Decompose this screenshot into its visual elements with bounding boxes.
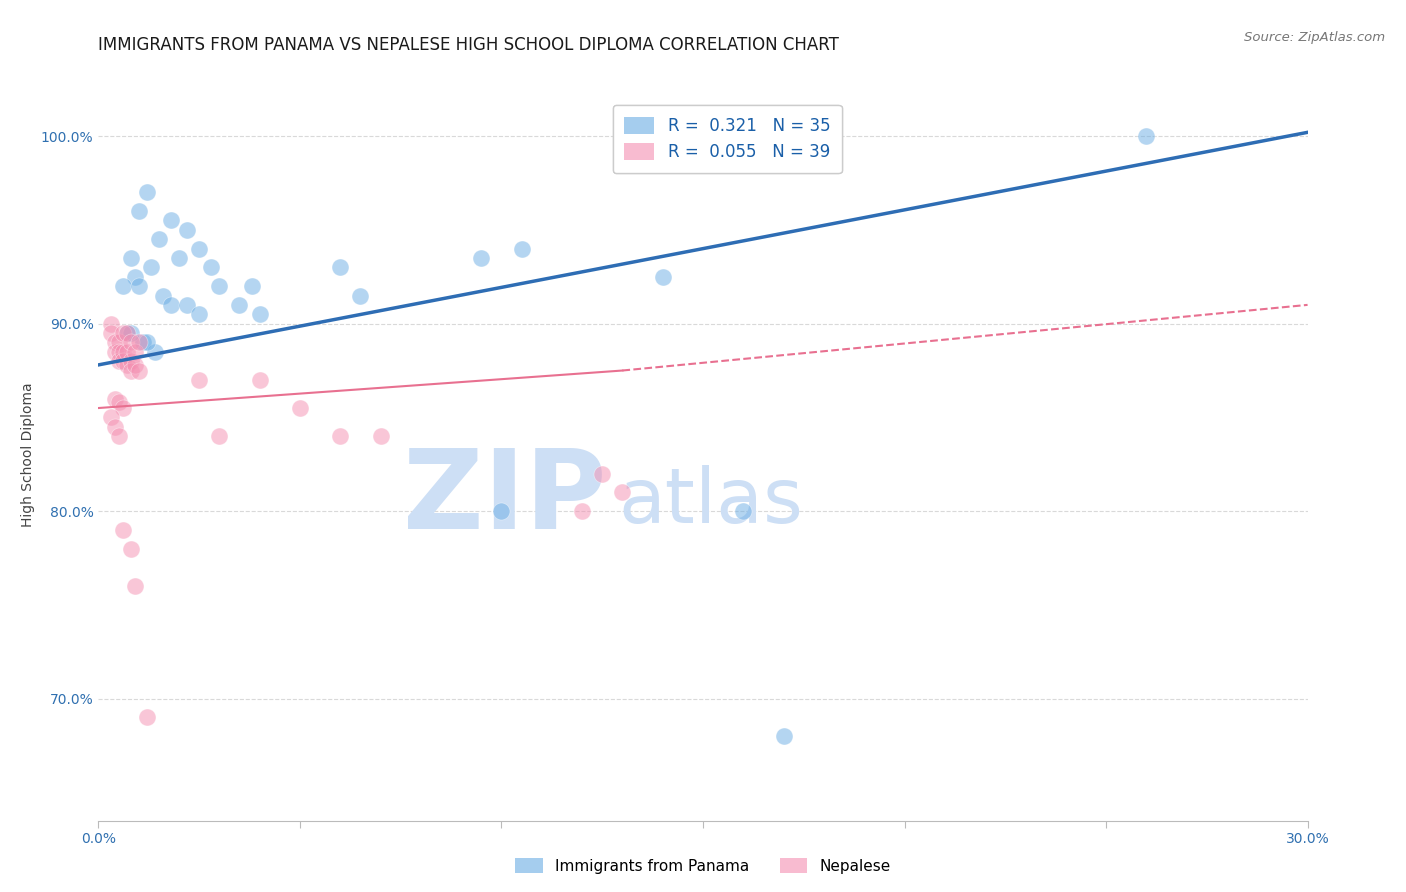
Point <box>370 429 392 443</box>
Point <box>115 344 138 359</box>
Point <box>510 242 533 256</box>
Point <box>111 279 134 293</box>
Point <box>120 363 142 377</box>
Point <box>135 710 157 724</box>
Point <box>143 344 166 359</box>
Point <box>733 504 755 518</box>
Point <box>135 186 157 200</box>
Text: IMMIGRANTS FROM PANAMA VS NEPALESE HIGH SCHOOL DIPLOMA CORRELATION CHART: IMMIGRANTS FROM PANAMA VS NEPALESE HIGH … <box>98 36 839 54</box>
Point <box>139 260 162 275</box>
Point <box>120 335 142 350</box>
Point <box>288 401 311 415</box>
Legend: R =  0.321   N = 35, R =  0.055   N = 39: R = 0.321 N = 35, R = 0.055 N = 39 <box>613 105 842 173</box>
Point <box>111 326 134 340</box>
Point <box>160 213 183 227</box>
Point <box>176 223 198 237</box>
Point <box>208 279 231 293</box>
Point <box>571 504 593 518</box>
Point <box>107 354 129 368</box>
Point <box>188 373 211 387</box>
Point <box>329 429 352 443</box>
Point <box>470 251 492 265</box>
Point <box>115 326 138 340</box>
Text: ZIP: ZIP <box>404 445 606 552</box>
Point <box>103 419 125 434</box>
Point <box>120 326 142 340</box>
Point <box>103 392 125 406</box>
Point <box>160 298 183 312</box>
Point <box>208 429 231 443</box>
Point <box>651 269 673 284</box>
Point <box>128 279 150 293</box>
Point <box>100 410 122 425</box>
Point <box>128 335 150 350</box>
Point <box>188 242 211 256</box>
Point <box>115 358 138 372</box>
Point <box>124 358 146 372</box>
Point <box>148 232 170 246</box>
Point <box>491 504 513 518</box>
Point <box>176 298 198 312</box>
Point <box>107 335 129 350</box>
Point <box>120 354 142 368</box>
Point <box>152 288 174 302</box>
Point <box>107 395 129 409</box>
Point <box>111 344 134 359</box>
Point <box>107 429 129 443</box>
Point <box>103 344 125 359</box>
Point <box>228 298 250 312</box>
Point <box>111 523 134 537</box>
Point <box>124 344 146 359</box>
Point <box>111 354 134 368</box>
Point <box>1135 129 1157 144</box>
Point <box>200 260 222 275</box>
Point <box>772 729 794 743</box>
Point <box>249 373 271 387</box>
Point <box>107 344 129 359</box>
Point <box>249 307 271 321</box>
Point <box>167 251 190 265</box>
Point <box>591 467 613 481</box>
Point <box>124 269 146 284</box>
Point <box>132 335 155 350</box>
Point <box>100 326 122 340</box>
Point <box>124 579 146 593</box>
Point <box>120 251 142 265</box>
Point <box>128 204 150 219</box>
Point <box>103 335 125 350</box>
Y-axis label: High School Diploma: High School Diploma <box>21 383 35 527</box>
Point <box>329 260 352 275</box>
Point <box>188 307 211 321</box>
Point <box>115 326 138 340</box>
Point <box>111 401 134 415</box>
Point <box>135 335 157 350</box>
Legend: Immigrants from Panama, Nepalese: Immigrants from Panama, Nepalese <box>509 852 897 880</box>
Text: Source: ZipAtlas.com: Source: ZipAtlas.com <box>1244 31 1385 45</box>
Point <box>128 363 150 377</box>
Point <box>349 288 371 302</box>
Point <box>100 317 122 331</box>
Point <box>612 485 634 500</box>
Point <box>240 279 263 293</box>
Point <box>120 541 142 556</box>
Text: atlas: atlas <box>619 466 803 540</box>
